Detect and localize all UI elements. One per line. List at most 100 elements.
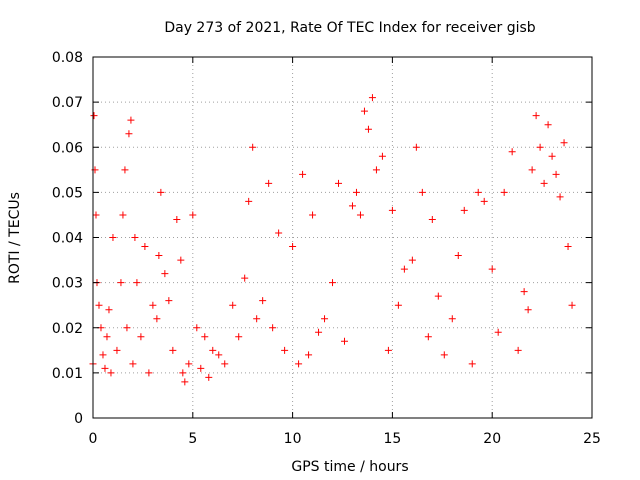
chart-title: Day 273 of 2021, Rate Of TEC Index for r… <box>164 20 535 36</box>
data-point <box>241 274 249 282</box>
data-point <box>494 328 502 336</box>
x-tick-label: 25 <box>583 431 601 447</box>
data-point <box>141 243 149 251</box>
data-point <box>540 179 548 187</box>
x-tick-label: 0 <box>89 431 98 447</box>
data-point <box>129 360 137 368</box>
tick-labels: 0 5 10 15 20 25 0 0.01 0.02 0.03 0.04 0.05 0.06 0.07 0… <box>52 50 601 447</box>
data-point <box>149 301 157 309</box>
data-point <box>92 211 100 219</box>
y-tick-label: 0.02 <box>52 321 83 337</box>
data-point <box>568 301 576 309</box>
data-point <box>532 112 540 120</box>
y-tick-label: 0.03 <box>52 276 83 292</box>
data-point <box>189 211 197 219</box>
data-point <box>428 215 436 223</box>
data-point <box>508 148 516 156</box>
data-point <box>448 315 456 323</box>
data-point <box>229 301 237 309</box>
data-point <box>201 333 209 341</box>
data-point <box>253 315 261 323</box>
data-point <box>440 351 448 359</box>
x-tick-label: 15 <box>383 431 401 447</box>
data-point <box>556 193 564 201</box>
data-point <box>356 211 364 219</box>
data-point <box>133 279 141 287</box>
data-point <box>119 211 127 219</box>
data-point <box>193 324 201 332</box>
data-point <box>520 288 528 296</box>
data-point <box>179 369 187 377</box>
data-point <box>209 346 217 354</box>
data-point <box>315 328 323 336</box>
data-point <box>221 360 229 368</box>
data-point <box>185 360 193 368</box>
data-point <box>321 315 329 323</box>
data-point <box>536 143 544 151</box>
data-point <box>305 351 313 359</box>
data-point <box>165 297 173 305</box>
data-point <box>352 188 360 196</box>
y-tick-label: 0.07 <box>52 95 83 111</box>
data-point <box>468 360 476 368</box>
data-point <box>372 166 380 174</box>
data-point <box>99 351 107 359</box>
y-axis-title: ROTI / TECUs <box>7 192 23 284</box>
data-point <box>123 324 131 332</box>
data-point <box>335 179 343 187</box>
data-point <box>384 346 392 354</box>
data-point <box>348 202 356 210</box>
data-point <box>368 94 376 102</box>
data-point <box>269 324 277 332</box>
data-point <box>388 206 396 214</box>
y-tick-label: 0.05 <box>52 185 83 201</box>
data-point <box>564 243 572 251</box>
data-point <box>259 297 267 305</box>
x-axis-title: GPS time / hours <box>291 459 408 475</box>
data-point <box>424 333 432 341</box>
data-point <box>181 378 189 386</box>
data-point <box>295 360 303 368</box>
data-point <box>418 188 426 196</box>
data-point <box>105 306 113 314</box>
data-markers <box>89 94 576 386</box>
data-point <box>378 152 386 160</box>
data-point <box>500 188 508 196</box>
data-point <box>107 369 115 377</box>
y-tick-label: 0.06 <box>52 140 83 156</box>
data-point <box>109 234 117 241</box>
data-point <box>117 279 125 287</box>
data-point <box>125 130 133 138</box>
data-point <box>113 346 121 354</box>
grid-lines <box>93 57 592 418</box>
data-point <box>528 166 536 174</box>
y-tick-label: 0.08 <box>52 50 83 66</box>
data-point <box>145 369 153 377</box>
data-point <box>197 364 205 372</box>
data-point <box>95 301 103 309</box>
data-point <box>275 229 283 237</box>
data-point <box>560 139 568 147</box>
data-point <box>265 179 273 187</box>
data-point <box>360 107 368 115</box>
data-point <box>121 166 129 174</box>
data-point <box>412 143 420 151</box>
data-point <box>514 346 522 354</box>
data-point <box>434 292 442 300</box>
data-point <box>400 265 408 273</box>
data-point <box>153 315 161 323</box>
data-point <box>480 197 488 205</box>
y-tick-label: 0.04 <box>52 231 83 247</box>
data-point <box>488 265 496 273</box>
data-point <box>454 252 462 260</box>
y-tick-label: 0.01 <box>52 366 83 382</box>
data-point <box>161 270 169 278</box>
data-point <box>408 256 416 264</box>
data-point <box>155 252 163 260</box>
data-point <box>309 211 317 219</box>
x-tick-label: 5 <box>188 431 197 447</box>
data-point <box>137 333 145 341</box>
data-point <box>544 121 552 129</box>
data-point <box>157 188 165 196</box>
x-tick-label: 20 <box>483 431 501 447</box>
